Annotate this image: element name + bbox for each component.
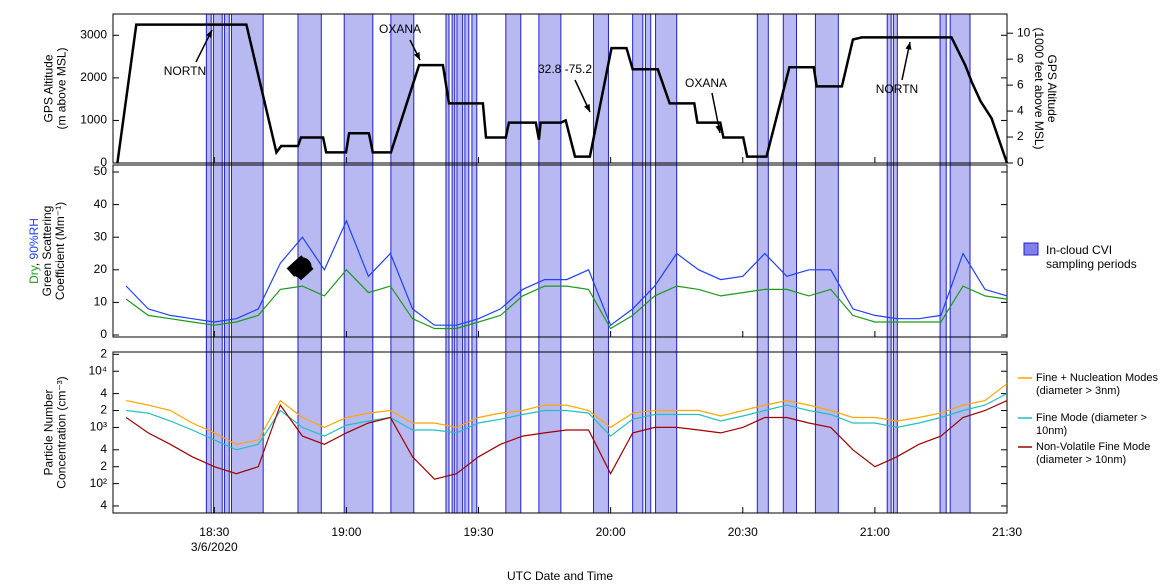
y-tick-label: 2000 [80,70,107,84]
annotation: NORTN [876,82,918,96]
y-label-line: Green Scattering [40,206,54,297]
y-tick-label: 10² [90,476,107,490]
cloud-period [464,13,470,514]
cloud-period [343,13,374,514]
data-line [125,400,1008,480]
y-tick-label: 40 [94,197,108,211]
annotation: OXANA [379,22,421,36]
y2-tick-label: 2 [1017,129,1024,143]
cloud-period [644,13,652,514]
cloud-period [592,13,609,514]
cloud-period [230,13,264,514]
y-label-line: Concentration (cm⁻³) [55,376,69,488]
x-tick-label: 21:30 [992,525,1022,539]
y-label-line: Coefficient (Mm⁻¹) [53,202,67,300]
y-tick-label: 1000 [80,113,107,127]
y-label: Dry, 90%RHGreen ScatteringCoefficient (M… [27,202,67,300]
cloud-period [538,13,562,514]
arrow-head [413,52,420,60]
y-label-line: Particle Number [42,389,56,475]
cloud-period [456,13,464,514]
annotation: NORTN [164,64,206,78]
y-tick-label: 0 [100,327,107,341]
arrow-head [205,30,212,38]
y-tick-label: 10 [94,295,108,309]
y-tick-label: 2 [100,459,107,473]
plot-frame [112,351,1008,514]
cloud-period [471,13,478,514]
y-tick-label: 4 [100,386,107,400]
y-label-line: GPS Altitude [42,54,56,122]
annotation: 32.8 -75.2 [538,62,592,76]
data-line [126,393,1008,451]
y-label-part: , [27,259,41,266]
cloud-period [782,13,797,514]
y2-tick-label: 10 [1017,25,1031,39]
x-label: UTC Date and Time [507,569,613,583]
x-tick-label: 19:30 [464,525,494,539]
annotation: OXANA [685,76,727,90]
x-tick-label: 20:30 [728,525,758,539]
cloud-period [451,13,456,514]
date-label: 3/6/2020 [191,540,238,554]
y-label: GPS Altitude(m above MSL) [42,47,69,129]
data-line [125,268,1008,330]
y2-label: GPS Altitude(1000 feet above MSL) [1032,27,1059,149]
cloud-period [297,13,322,514]
y-label-line: Dry, 90%RH [27,218,41,284]
y2-label-line: (1000 feet above MSL) [1032,27,1046,149]
y-tick-label: 10³ [90,420,107,434]
y2-label-line: GPS Altitude [1045,54,1059,122]
plot-frame [112,164,1008,338]
legend-swatch [1023,242,1039,256]
legend-label: In-cloud CVI sampling periods [1046,243,1137,271]
arrow-head [715,125,722,133]
cloud-period [949,13,971,514]
arrow-head [905,42,912,50]
y-tick-label: 2 [100,346,107,360]
cloud-period [212,13,223,514]
data-line [116,23,1009,164]
plot-frame [112,13,1008,164]
x-tick-label: 21:00 [860,525,890,539]
x-tick-label: 20:00 [596,525,626,539]
cloud-period [655,13,678,514]
y-tick-label: 4 [100,498,107,512]
data-line [125,219,1008,327]
x-tick-label: 19:00 [331,525,361,539]
cloud-period [814,13,839,514]
y-label-part: 90%RH [27,218,41,259]
y-label: Particle NumberConcentration (cm⁻³) [42,376,69,488]
legend-label: Fine + Nucleation Modes (diameter > 3nm) [1036,372,1158,397]
y-tick-label: 4 [100,442,107,456]
data-line [126,383,1008,445]
y-tick-label: 30 [94,229,108,243]
y-tick-label: 50 [94,164,108,178]
y-tick-label: 0 [100,155,107,169]
cloud-period [939,13,947,514]
y-tick-label: 2 [100,403,107,417]
y-label-part: Dry [27,265,41,284]
y-tick-label: 10⁴ [88,363,107,377]
legend-label: Non-Volatile Fine Mode (diameter > 10nm) [1036,441,1151,466]
y-tick-label: 20 [94,262,108,276]
y-tick-label: 3000 [80,27,107,41]
y-label-line: (m above MSL) [55,47,69,129]
y2-tick-label: 6 [1017,77,1024,91]
legend-label: Fine Mode (diameter > 10nm) [1036,412,1147,437]
y2-tick-label: 8 [1017,51,1024,65]
y2-tick-label: 4 [1017,103,1024,117]
x-tick-label: 18:30 [199,525,229,539]
cloud-period [632,13,644,514]
arrow-head [584,104,590,112]
y2-tick-label: 0 [1017,155,1024,169]
cloud-period [756,13,769,514]
